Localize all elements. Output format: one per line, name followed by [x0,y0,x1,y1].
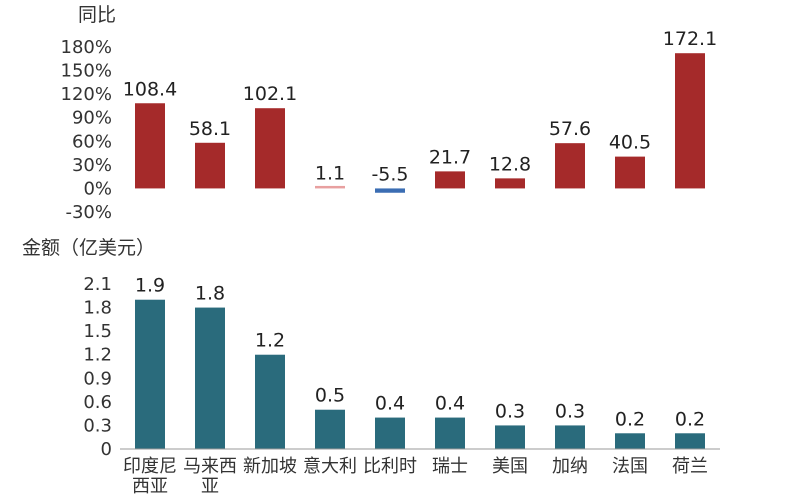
yoy-bar [555,143,585,189]
amount-data-label: 0.2 [675,408,705,430]
category-label: 意大利 [303,456,357,477]
yoy-data-label: 21.7 [429,146,471,168]
yoy-bar [135,103,165,189]
yoy-bar [375,188,405,193]
amount-tick-label: 0.3 [83,415,112,436]
yoy-tick-label: 120% [61,84,112,105]
category-label: 新加坡 [243,456,297,477]
amount-data-label: 1.2 [255,330,285,352]
yoy-data-label: 58.1 [189,118,231,140]
amount-bar [375,417,405,449]
amount-tick-label: 0.6 [83,392,112,413]
yoy-tick-label: 60% [72,131,112,152]
yoy-tick-label: 90% [72,108,112,129]
amount-data-label: 0.3 [555,400,585,422]
yoy-bar [195,142,225,189]
amount-tick-label: 2.1 [83,274,112,295]
amount-tick-label: 1.2 [83,345,112,366]
amount-tick-label: 0.9 [83,368,112,389]
yoy-axis-title: 同比 [78,4,116,26]
amount-bar [255,354,285,449]
yoy-data-label: 40.5 [609,132,651,154]
amount-panel: 金额（亿美元） 2.11.81.51.20.90.60.301.9 1.81.20… [22,237,720,497]
yoy-data-label: 57.6 [549,118,591,140]
amount-tick-label: 1.5 [83,321,112,342]
amount-bar [675,433,705,449]
category-label: 亚 [201,476,219,497]
yoy-data-label: 172.1 [663,28,717,50]
amount-bar [135,299,165,449]
amount-data-label: 0.4 [375,393,405,415]
yoy-data-label: -5.5 [371,163,408,185]
amount-data-label: 0.5 [315,385,345,407]
category-label: 荷兰 [672,456,708,477]
yoy-bar [615,156,645,189]
yoy-bar [675,53,705,189]
yoy-bar [255,108,285,189]
category-label: 加纳 [552,456,588,477]
yoy-bar [315,185,345,189]
yoy-data-label: 1.1 [315,163,345,185]
amount-bar [555,425,585,449]
yoy-data-label: 102.1 [243,83,297,105]
amount-bar [195,307,225,449]
category-label: 法国 [612,456,648,477]
category-label: 马来西 [183,456,237,477]
category-label: 美国 [492,456,528,477]
yoy-data-label: 12.8 [489,153,531,175]
amount-tick-label: 0 [101,439,112,460]
yoy-data-label: 108.4 [123,78,177,100]
amount-bar [615,433,645,449]
amount-data-label: 0.2 [615,408,645,430]
yoy-growth-panel: 同比 180% 150%120% 90%60% 30%0% -30% 108.4 58.1 1… [61,4,718,223]
amount-data-label: 0.4 [435,393,465,415]
category-label: 西亚 [132,476,168,497]
category-label: 印度尼 [123,456,177,477]
yoy-tick-label: -30% [65,202,112,223]
yoy-tick-label: 180% [61,37,112,58]
yoy-tick-label: 150% [61,61,112,82]
yoy-tick-label: 30% [72,155,112,176]
yoy-bar [435,171,465,189]
amount-bar [435,417,465,449]
amount-axis-title: 金额（亿美元） [22,237,155,259]
amount-bar [315,409,345,449]
category-label: 瑞士 [432,456,468,477]
category-label: 比利时 [363,456,417,477]
amount-data-label: 1.8 [195,283,225,305]
amount-data-label: 1.9 [135,275,165,297]
amount-data-label: 0.3 [495,400,525,422]
amount-tick-label: 1.8 [83,298,112,319]
yoy-tick-label: 0% [83,178,112,199]
yoy-bar [495,178,525,189]
amount-bar [495,425,525,449]
